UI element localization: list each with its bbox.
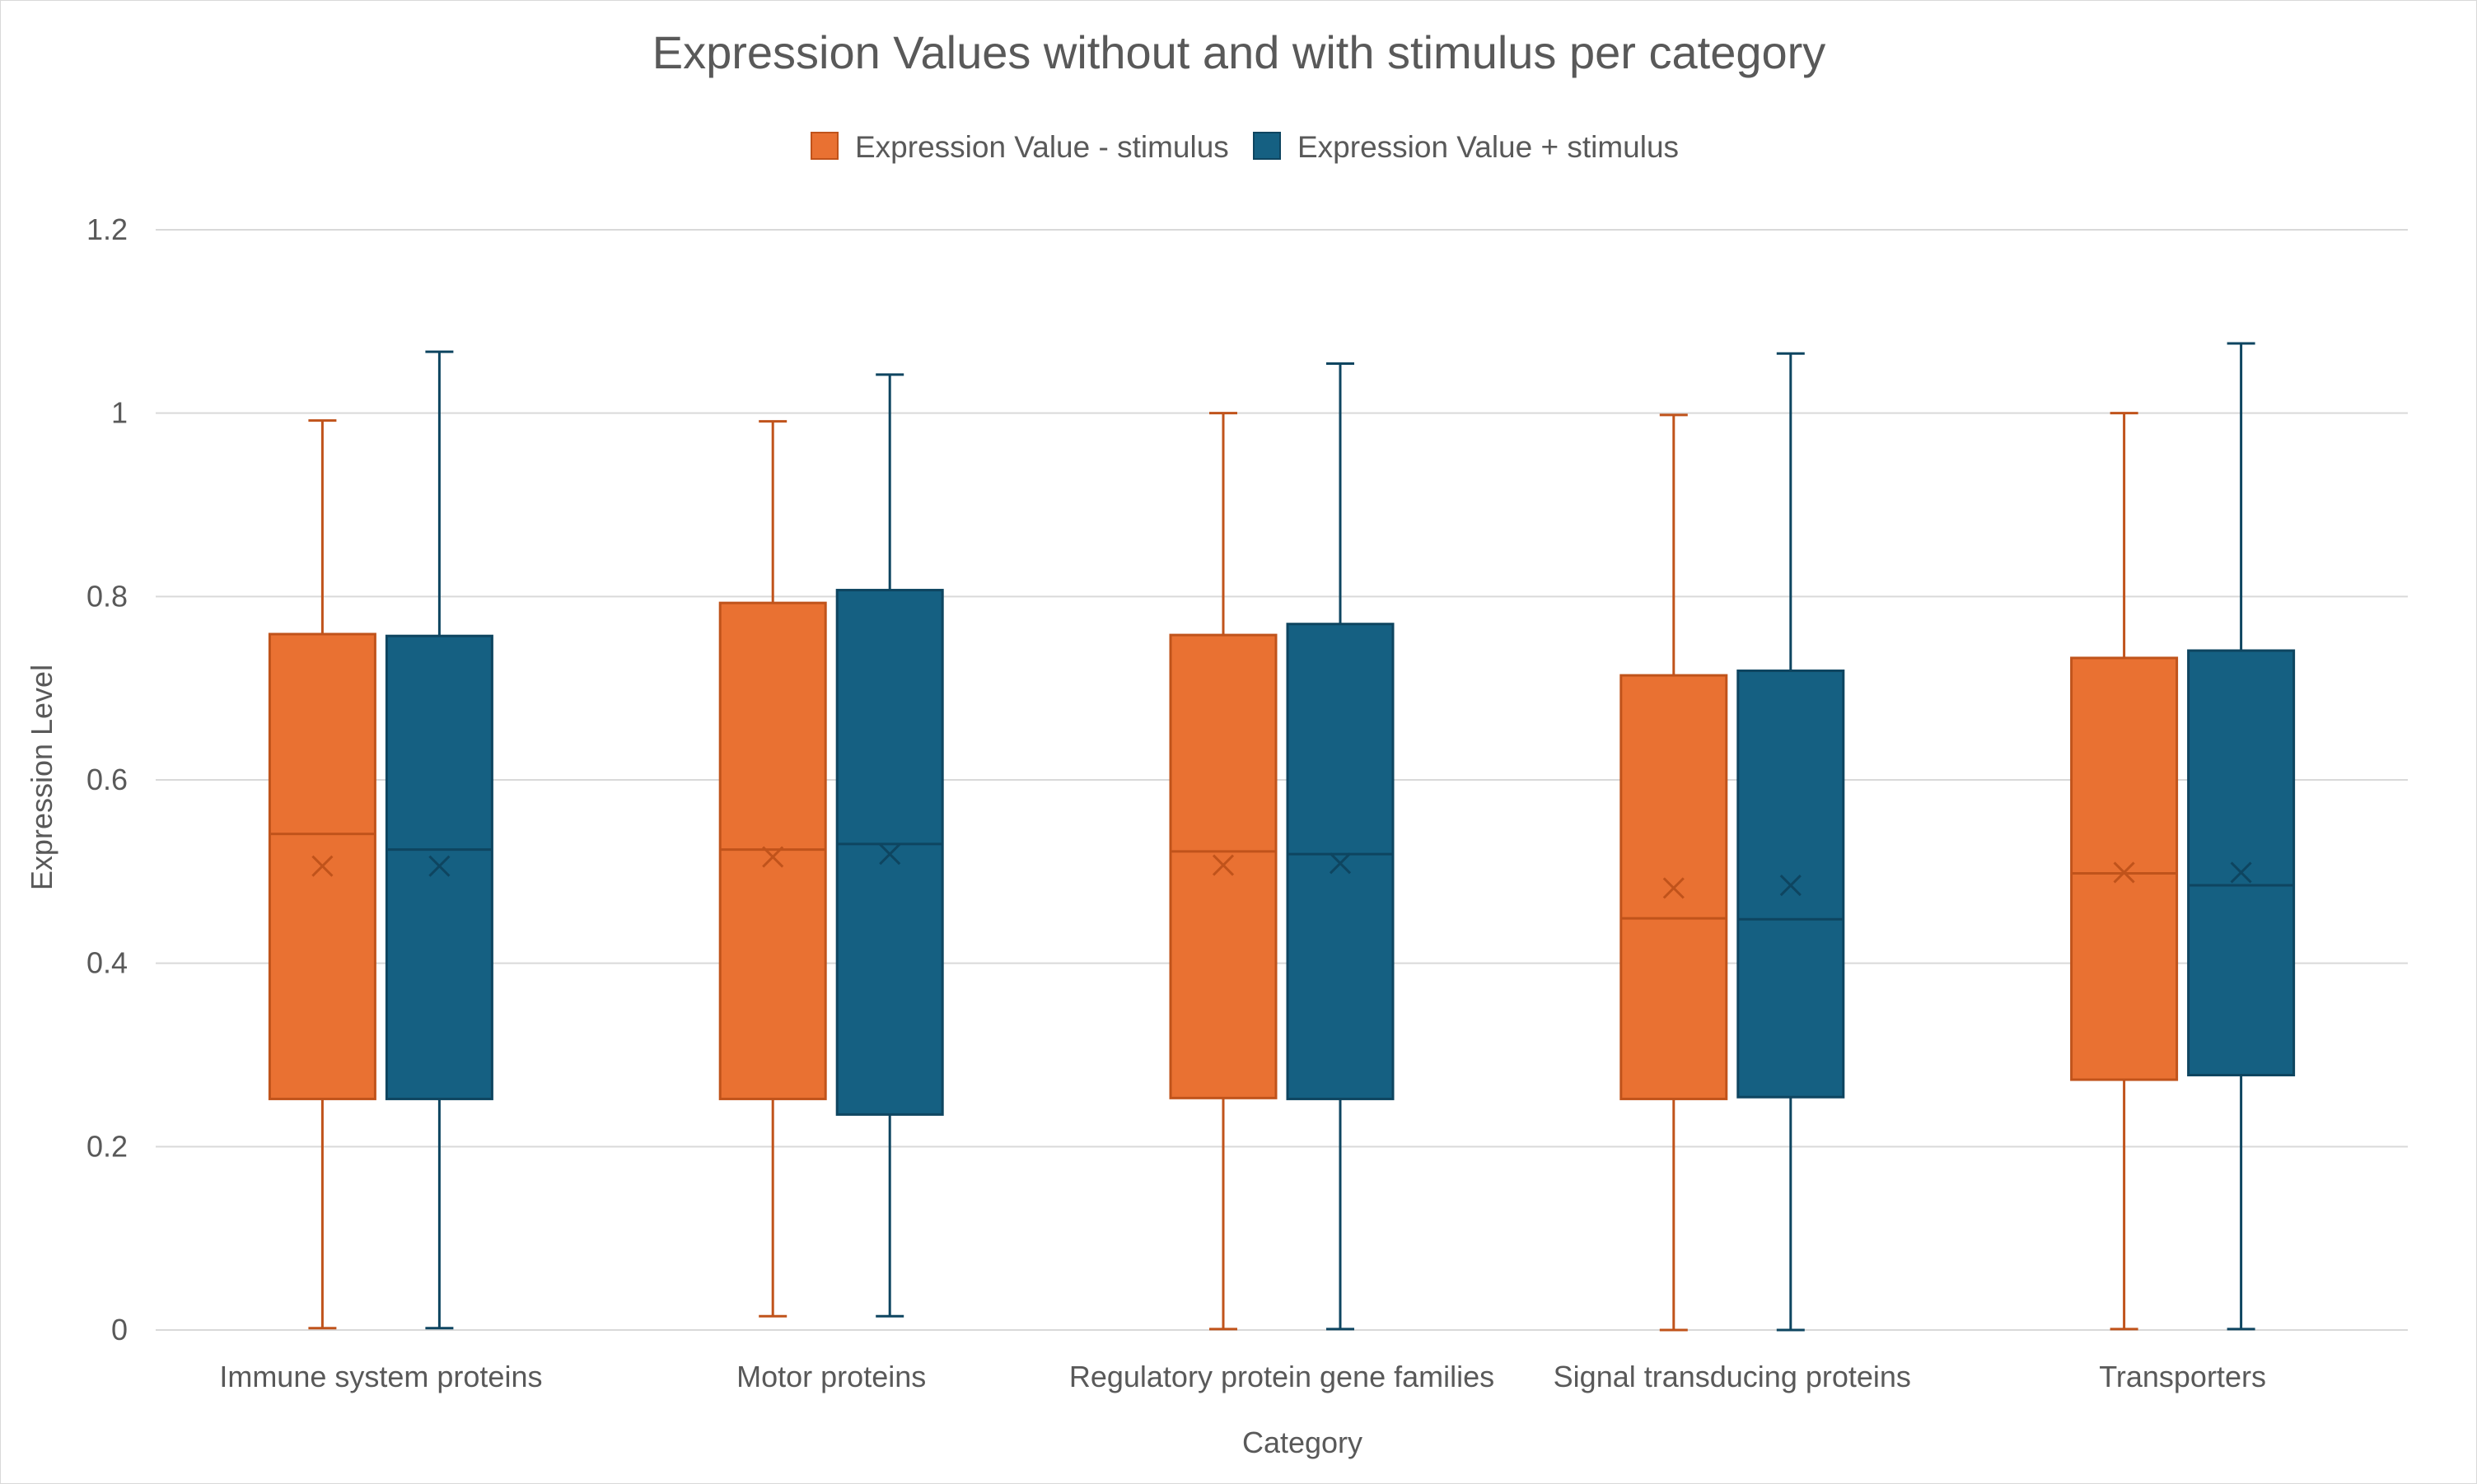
- x-axis-tick-labels: Immune system proteins Motor proteins Regu…: [219, 1360, 2266, 1393]
- x-tick-label: Transporters: [2099, 1360, 2266, 1393]
- box-plots: [268, 342, 2296, 1332]
- legend-label-plus-stimulus: Expression Value + stimulus: [1297, 130, 1679, 164]
- x-axis-title: Category: [1242, 1426, 1362, 1459]
- box-plot: [718, 420, 827, 1318]
- mean-marker-stroke: [2113, 861, 2135, 884]
- y-axis-title: Expression Level: [25, 665, 58, 890]
- y-tick-label: 0.6: [86, 763, 128, 796]
- mean-marker-stroke: [879, 843, 901, 866]
- mean-marker: [879, 843, 901, 866]
- box-plot: [835, 373, 944, 1318]
- y-tick-label: 1: [111, 396, 128, 430]
- mean-marker-stroke: [1779, 874, 1802, 897]
- mean-marker: [1662, 877, 1685, 899]
- box-iqr: [718, 601, 827, 1100]
- x-tick-label: Immune system proteins: [219, 1360, 542, 1393]
- y-tick-label: 0.2: [86, 1129, 128, 1163]
- box-plot: [1736, 352, 1845, 1332]
- legend-swatch-plus-stimulus: [1253, 132, 1281, 160]
- x-tick-label: Motor proteins: [736, 1360, 926, 1393]
- mean-marker: [1779, 874, 1802, 897]
- box-plot: [2187, 342, 2296, 1331]
- gridlines: [156, 229, 2408, 1331]
- legend-label-minus-stimulus: Expression Value - stimulus: [855, 130, 1229, 164]
- y-axis-tick-labels: 0 0.2 0.4 0.6 0.8 1 1.2: [86, 212, 128, 1346]
- box-plot: [268, 419, 376, 1330]
- chart-title: Expression Values without and with stimu…: [652, 26, 1826, 78]
- mean-marker: [762, 846, 784, 868]
- mean-marker: [428, 855, 451, 877]
- box-iqr: [2187, 649, 2296, 1076]
- box-plot: [385, 350, 493, 1330]
- y-tick-label: 0.4: [86, 946, 128, 980]
- box-plot: [1169, 412, 1278, 1331]
- mean-marker: [311, 855, 334, 877]
- y-tick-label: 0.8: [86, 579, 128, 613]
- mean-marker: [2230, 861, 2252, 884]
- mean-marker: [1329, 852, 1352, 875]
- mean-marker: [1212, 854, 1235, 876]
- box-iqr: [1619, 674, 1728, 1100]
- legend: Expression Value - stimulus Expression V…: [811, 130, 1679, 164]
- y-tick-label: 1.2: [86, 212, 128, 246]
- mean-marker-stroke: [1212, 854, 1235, 876]
- mean-marker-stroke: [428, 855, 451, 877]
- y-tick-label: 0: [111, 1313, 128, 1346]
- box-iqr: [835, 589, 944, 1116]
- legend-swatch-minus-stimulus: [811, 132, 839, 160]
- box-iqr: [1286, 623, 1395, 1100]
- box-plot: [1619, 413, 1728, 1332]
- x-tick-label: Signal transducing proteins: [1554, 1360, 1911, 1393]
- mean-marker-stroke: [1329, 852, 1352, 875]
- box-plot: [1286, 362, 1395, 1331]
- x-tick-label: Regulatory protein gene families: [1069, 1360, 1494, 1393]
- mean-marker-stroke: [311, 855, 334, 877]
- box-plot: [2070, 412, 2179, 1331]
- mean-marker-stroke: [762, 846, 784, 868]
- mean-marker: [2113, 861, 2135, 884]
- mean-marker-stroke: [1662, 877, 1685, 899]
- box-iqr: [2070, 656, 2179, 1081]
- mean-marker-stroke: [2230, 861, 2252, 884]
